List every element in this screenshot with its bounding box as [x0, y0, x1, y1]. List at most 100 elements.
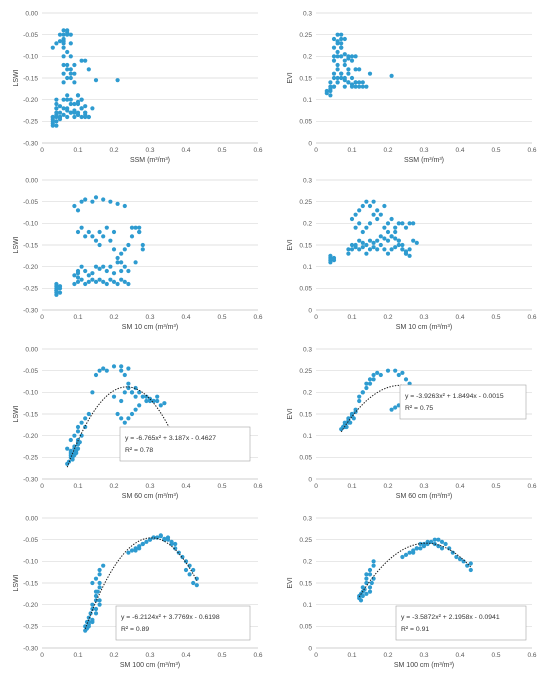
data-point: [111, 229, 117, 235]
x-tick-label: 0.2: [109, 652, 118, 659]
data-point: [393, 225, 398, 230]
x-tick-label: 0.1: [73, 483, 82, 490]
data-point: [371, 372, 376, 378]
y-tick-label: -0.30: [23, 140, 38, 147]
scatter-panel-4: 0.3 0.25 0.2 0.15 0.1 0.05 00 0.1 0.2 0.3 0.4 0.5 0.…: [287, 177, 537, 331]
data-point: [126, 281, 131, 287]
x-tick-label: 0.2: [383, 652, 392, 659]
trendline: [66, 386, 173, 468]
data-point: [389, 234, 394, 239]
data-point: [97, 580, 102, 586]
data-point: [335, 49, 340, 55]
data-point: [346, 251, 351, 256]
data-point: [101, 234, 106, 239]
data-point: [111, 279, 117, 284]
data-point: [358, 598, 364, 603]
data-point: [68, 67, 73, 72]
data-point: [93, 264, 99, 269]
data-point: [418, 546, 423, 551]
data-point: [328, 93, 333, 98]
data-point: [57, 114, 63, 120]
data-point: [68, 32, 73, 37]
data-point: [79, 114, 84, 120]
r-squared: R² = 0.75: [405, 405, 433, 412]
y-tick-label: 0.15: [299, 580, 312, 587]
data-point: [93, 606, 99, 612]
data-point: [339, 71, 344, 76]
y-tick-label: 0.15: [299, 411, 312, 418]
data-point: [68, 110, 73, 115]
scatter-panel-2: 0.3 0.25 0.2 0.15 0.1 0.05 00 0.1 0.2 0.3 0.4 0.5 0.…: [287, 10, 537, 164]
data-point: [86, 229, 91, 235]
trendline: [358, 542, 472, 598]
data-point: [389, 407, 394, 412]
data-point: [414, 546, 419, 551]
data-point: [144, 394, 149, 399]
data-point: [61, 39, 66, 44]
x-tick-label: 0.4: [181, 147, 190, 154]
data-point: [382, 236, 387, 241]
y-tick-label: 0.2: [303, 54, 312, 61]
data-point: [360, 203, 365, 209]
data-point: [68, 437, 73, 443]
data-point: [371, 240, 376, 245]
y-tick-label: -0.10: [23, 221, 38, 228]
data-point: [393, 229, 398, 235]
data-point: [396, 238, 401, 243]
equation-box: [115, 605, 251, 641]
data-point: [339, 36, 344, 42]
data-point: [111, 271, 117, 276]
data-point: [351, 416, 356, 421]
data-point: [101, 563, 106, 568]
y-tick-label: -0.25: [23, 624, 38, 631]
y-tick-label: -0.15: [23, 580, 38, 587]
data-point: [122, 390, 127, 395]
y-tick-label: 0.00: [25, 346, 38, 353]
y-tick-label: 0.00: [25, 177, 38, 184]
y-tick-label: 0.25: [299, 537, 312, 544]
data-point: [439, 539, 445, 544]
data-point: [364, 225, 369, 230]
data-point: [393, 236, 398, 241]
data-point: [349, 247, 355, 252]
data-point: [144, 539, 149, 544]
data-point: [378, 372, 383, 378]
data-point: [57, 290, 63, 295]
data-point: [104, 268, 109, 274]
data-point: [83, 281, 88, 287]
y-tick-label: -0.05: [23, 537, 38, 544]
y-tick-label: 0.2: [303, 559, 312, 566]
data-point: [331, 84, 337, 89]
data-point: [133, 548, 138, 553]
data-point: [126, 416, 131, 421]
x-tick-label: 0.4: [455, 314, 464, 321]
data-point: [364, 381, 369, 386]
y-axis-label: EVI: [287, 239, 294, 250]
data-point: [353, 212, 358, 217]
data-point: [371, 199, 376, 204]
r-squared: R² = 0.89: [121, 626, 149, 633]
x-tick-label: 0.6: [527, 314, 536, 321]
data-point: [137, 229, 142, 235]
data-point: [83, 234, 88, 239]
data-point: [75, 279, 81, 284]
data-point: [187, 572, 192, 577]
data-point: [122, 247, 127, 252]
trend-equation: y = -6.765x² + 3.187x - 0.4627: [125, 435, 216, 442]
data-point: [101, 264, 106, 269]
y-tick-label: 0.25: [299, 32, 312, 39]
data-point: [93, 611, 99, 616]
x-tick-label: 0.3: [419, 314, 428, 321]
data-point: [187, 563, 192, 568]
data-point: [79, 420, 84, 425]
x-tick-label: 0.1: [347, 483, 356, 490]
data-point: [83, 110, 88, 115]
y-tick-label: 0: [308, 645, 312, 652]
data-point: [86, 114, 91, 120]
data-point: [83, 197, 88, 202]
data-point: [108, 238, 113, 243]
x-tick-label: 0: [314, 314, 318, 321]
data-point: [97, 266, 102, 271]
x-tick-label: 0.1: [73, 652, 82, 659]
